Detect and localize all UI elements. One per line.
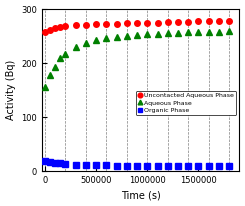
Aqueous Phase bbox=[166, 32, 169, 35]
Aqueous Phase bbox=[125, 35, 128, 37]
Uncontacted Aqueous Phase bbox=[228, 20, 231, 23]
Uncontacted Aqueous Phase bbox=[166, 21, 169, 23]
Aqueous Phase bbox=[105, 37, 108, 39]
Aqueous Phase bbox=[95, 39, 98, 42]
Organic Phase bbox=[43, 160, 46, 163]
Uncontacted Aqueous Phase bbox=[177, 21, 180, 23]
Aqueous Phase bbox=[54, 66, 57, 68]
Organic Phase bbox=[49, 161, 51, 164]
Organic Phase bbox=[84, 164, 87, 166]
Uncontacted Aqueous Phase bbox=[197, 20, 200, 23]
Uncontacted Aqueous Phase bbox=[49, 28, 51, 31]
Uncontacted Aqueous Phase bbox=[135, 22, 138, 24]
Aqueous Phase bbox=[207, 30, 210, 33]
Aqueous Phase bbox=[187, 31, 190, 34]
Aqueous Phase bbox=[218, 30, 220, 33]
Aqueous Phase bbox=[49, 74, 51, 76]
Organic Phase bbox=[135, 164, 138, 167]
Aqueous Phase bbox=[146, 33, 149, 36]
Uncontacted Aqueous Phase bbox=[115, 22, 118, 25]
Uncontacted Aqueous Phase bbox=[95, 23, 98, 25]
Organic Phase bbox=[64, 163, 67, 165]
Uncontacted Aqueous Phase bbox=[207, 20, 210, 23]
Aqueous Phase bbox=[156, 33, 159, 35]
Organic Phase bbox=[156, 164, 159, 167]
Organic Phase bbox=[146, 164, 149, 167]
Aqueous Phase bbox=[228, 30, 231, 32]
X-axis label: Time (s): Time (s) bbox=[121, 190, 160, 200]
Aqueous Phase bbox=[177, 32, 180, 34]
Uncontacted Aqueous Phase bbox=[64, 25, 67, 28]
Organic Phase bbox=[105, 164, 108, 166]
Line: Aqueous Phase: Aqueous Phase bbox=[42, 28, 232, 90]
Organic Phase bbox=[218, 164, 220, 167]
Aqueous Phase bbox=[59, 56, 62, 59]
Aqueous Phase bbox=[64, 53, 67, 56]
Line: Organic Phase: Organic Phase bbox=[42, 159, 232, 169]
Y-axis label: Activity (Bq): Activity (Bq) bbox=[6, 60, 15, 120]
Uncontacted Aqueous Phase bbox=[54, 27, 57, 29]
Organic Phase bbox=[74, 163, 77, 166]
Uncontacted Aqueous Phase bbox=[187, 21, 190, 23]
Organic Phase bbox=[59, 162, 62, 165]
Line: Uncontacted Aqueous Phase: Uncontacted Aqueous Phase bbox=[42, 19, 232, 35]
Uncontacted Aqueous Phase bbox=[59, 26, 62, 28]
Uncontacted Aqueous Phase bbox=[218, 20, 220, 23]
Organic Phase bbox=[228, 164, 231, 167]
Organic Phase bbox=[187, 164, 190, 167]
Organic Phase bbox=[207, 164, 210, 167]
Aqueous Phase bbox=[74, 46, 77, 48]
Aqueous Phase bbox=[135, 34, 138, 36]
Aqueous Phase bbox=[84, 42, 87, 44]
Aqueous Phase bbox=[43, 86, 46, 89]
Uncontacted Aqueous Phase bbox=[43, 30, 46, 33]
Uncontacted Aqueous Phase bbox=[84, 23, 87, 26]
Organic Phase bbox=[54, 162, 57, 165]
Uncontacted Aqueous Phase bbox=[125, 22, 128, 24]
Organic Phase bbox=[197, 164, 200, 167]
Organic Phase bbox=[166, 164, 169, 167]
Legend: Uncontacted Aqueous Phase, Aqueous Phase, Organic Phase: Uncontacted Aqueous Phase, Aqueous Phase… bbox=[136, 91, 236, 115]
Aqueous Phase bbox=[197, 31, 200, 34]
Uncontacted Aqueous Phase bbox=[105, 22, 108, 25]
Uncontacted Aqueous Phase bbox=[156, 21, 159, 24]
Aqueous Phase bbox=[115, 36, 118, 38]
Organic Phase bbox=[95, 164, 98, 166]
Organic Phase bbox=[177, 164, 180, 167]
Organic Phase bbox=[115, 164, 118, 167]
Uncontacted Aqueous Phase bbox=[74, 24, 77, 27]
Organic Phase bbox=[125, 164, 128, 167]
Uncontacted Aqueous Phase bbox=[146, 21, 149, 24]
